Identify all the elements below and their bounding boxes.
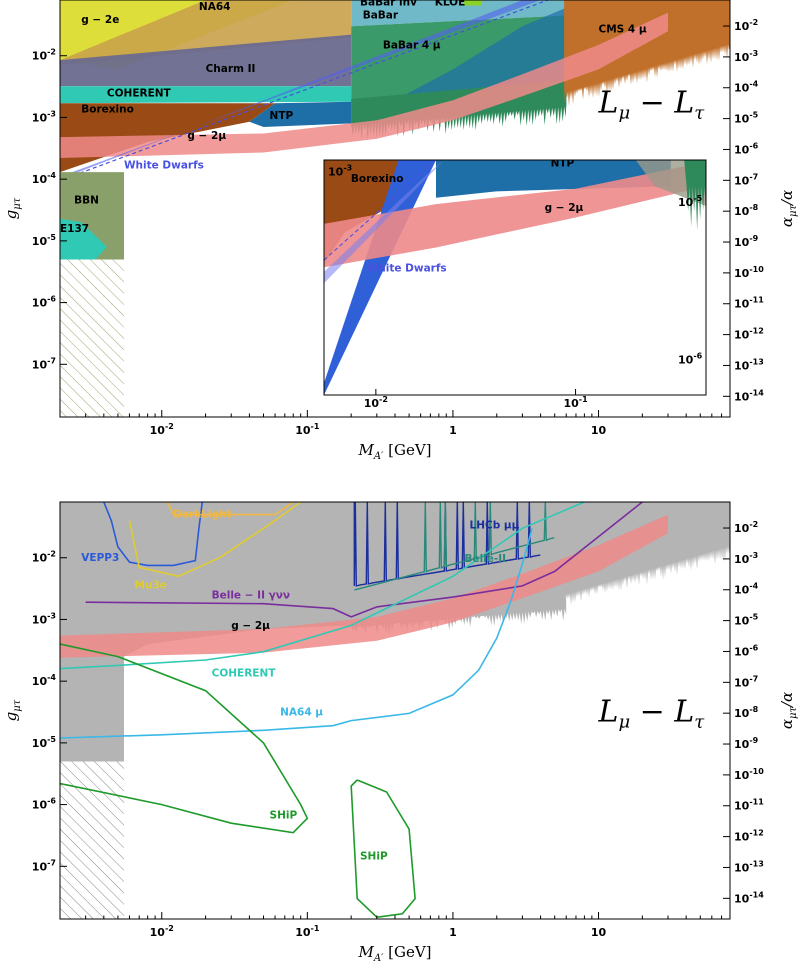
top-rtick-label: 10-8 xyxy=(734,203,759,218)
label-na64-mu: NA64 μ xyxy=(280,706,323,718)
bot-ylabel-left: gμτ xyxy=(2,699,23,721)
label-bbn: BBN xyxy=(74,195,99,207)
label-borexino: Borexino xyxy=(81,104,134,116)
inset-label-g-2mu: g − 2μ xyxy=(545,202,584,214)
top-ylabel-right: αμτ/α xyxy=(778,190,798,227)
label-white-dwarfs: White Dwarfs xyxy=(124,159,204,171)
bot-ytick-label: 10-3 xyxy=(32,611,56,626)
inset-xtick-label: 10-1 xyxy=(563,395,588,410)
inset-xtick-label: 10-2 xyxy=(364,395,388,410)
top-rtick-label: 10-2 xyxy=(734,18,758,33)
label-charm-ii: Charm II xyxy=(206,63,256,75)
label-babar: BaBar xyxy=(363,10,399,22)
top-xtick-label: 10-1 xyxy=(295,422,320,437)
label-belle-ii-gammanunu: Belle − II γνν xyxy=(212,589,290,601)
bot-ytick-label: 10-2 xyxy=(32,550,56,565)
top-rtick-label: 10-4 xyxy=(734,80,759,95)
bot-xtick-label: 1 xyxy=(449,926,457,939)
bot-rtick-label: 10-12 xyxy=(734,829,764,844)
label-cms-4mu: CMS 4 μ xyxy=(599,23,647,35)
label-babar-4mu: BaBar 4 μ xyxy=(383,40,441,52)
label-coherent-bottom: COHERENT xyxy=(212,667,277,679)
label-g-2mu-bottom: g − 2μ xyxy=(231,620,270,632)
bot-rtick-label: 10-6 xyxy=(734,643,759,658)
region-hatch xyxy=(60,260,124,418)
top-rtick-label: 10-12 xyxy=(734,327,764,342)
top-ytick-label: 10-5 xyxy=(32,233,57,248)
bot-ytick-label: 10-4 xyxy=(32,673,57,688)
inset-label-white-dwarfs: White Dwarfs xyxy=(367,263,447,275)
label-g-2mu: g − 2μ xyxy=(187,130,226,142)
top-ylabel-left: gμτ xyxy=(2,197,23,219)
label-e137: E137 xyxy=(60,223,89,235)
top-rtick-label: 10-5 xyxy=(734,111,759,126)
region-coherent xyxy=(60,86,351,103)
top-rtick-label: 10-9 xyxy=(734,234,759,249)
bot-ylabel-right: αμτ/α xyxy=(778,692,798,729)
top-xtick-label: 1 xyxy=(449,424,457,437)
label-ship-2: SHiP xyxy=(360,850,388,862)
top-rtick-label: 10-11 xyxy=(734,296,764,311)
top-rtick-label: 10-13 xyxy=(734,357,764,372)
bot-rtick-label: 10-2 xyxy=(734,520,758,535)
top-ytick-label: 10-7 xyxy=(32,356,56,371)
label-ntp: NTP xyxy=(270,110,294,122)
top-rtick-label: 10-6 xyxy=(734,141,759,156)
bottom-model-label: Lμ − Lτ xyxy=(598,695,706,733)
bot-rtick-label: 10-11 xyxy=(734,798,764,813)
bot-ytick-label: 10-5 xyxy=(32,735,57,750)
bot-rtick-label: 10-14 xyxy=(734,890,764,905)
label-mu3e: Mu3e xyxy=(135,579,167,591)
top-rtick-label: 10-14 xyxy=(734,388,764,403)
label-ship-1: SHiP xyxy=(270,809,298,821)
bot-rtick-label: 10-10 xyxy=(734,767,764,782)
bot-rtick-label: 10-5 xyxy=(734,613,759,628)
top-xlabel: MA′ [GeV] xyxy=(357,441,431,462)
top-ytick-label: 10-2 xyxy=(32,48,56,63)
bot-xtick-label: 10-2 xyxy=(150,924,174,939)
label-na64: NA64 xyxy=(199,1,231,13)
label-babar-inv: BaBar inv xyxy=(360,0,417,9)
label-vepp3: VEPP3 xyxy=(81,552,119,564)
bot-xtick-label: 10-1 xyxy=(295,924,320,939)
label-darklight: DarkLight xyxy=(173,508,231,520)
label-belle-ii: Belle-II xyxy=(464,553,506,565)
bot-ytick-label: 10-6 xyxy=(32,797,57,812)
top-rtick-label: 10-10 xyxy=(734,265,764,280)
top-xtick-label: 10-2 xyxy=(150,422,174,437)
bot-xlabel: MA′ [GeV] xyxy=(357,943,431,964)
top-rtick-label: 10-7 xyxy=(734,172,758,187)
top-xtick-label: 10 xyxy=(591,424,607,437)
inset-label-ntp: NTP xyxy=(551,157,575,169)
bot-rtick-label: 10-9 xyxy=(734,736,759,751)
top-model-label: Lμ − Lτ xyxy=(598,86,706,124)
label-coherent: COHERENT xyxy=(107,87,172,99)
bot-xtick-label: 10 xyxy=(591,926,607,939)
label-g-2e: g − 2e xyxy=(81,14,119,26)
top-rtick-label: 10-3 xyxy=(734,49,758,64)
top-ytick-label: 10-4 xyxy=(32,171,57,186)
inset-panel: BorexinoNTPg − 2μWhite Dwarfs 10-2 10-110… xyxy=(320,157,706,410)
bot-rtick-label: 10-13 xyxy=(734,859,764,874)
label-lhcb-mumu: LHCb μμ xyxy=(470,519,520,531)
inset-label-borexino: Borexino xyxy=(351,173,404,185)
bot-rtick-label: 10-3 xyxy=(734,551,758,566)
bot-rtick-label: 10-8 xyxy=(734,705,759,720)
top-ytick-label: 10-3 xyxy=(32,109,56,124)
top-ytick-label: 10-6 xyxy=(32,295,57,310)
label-kloe: KLOE xyxy=(435,0,466,9)
bot-rtick-label: 10-7 xyxy=(734,674,758,689)
curve-ship-2 xyxy=(351,780,415,917)
bot-rtick-label: 10-4 xyxy=(734,582,759,597)
bot-ytick-label: 10-7 xyxy=(32,858,56,873)
